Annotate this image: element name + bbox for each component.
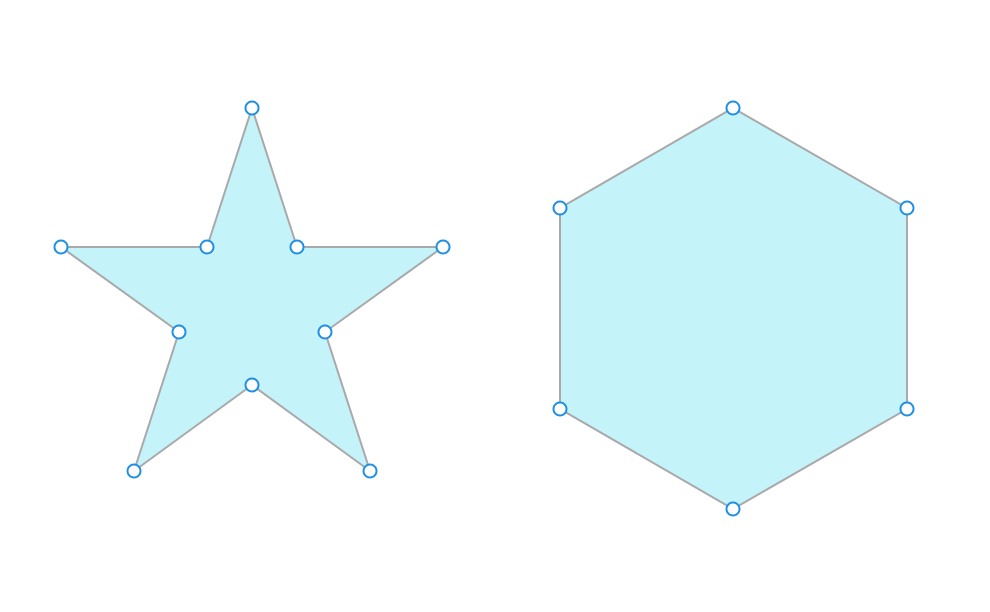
hexagon-shape[interactable] — [559, 107, 908, 510]
star-shape[interactable] — [60, 107, 444, 472]
star-vertex-handle-5[interactable] — [362, 463, 378, 479]
star-vertex-handle-4[interactable] — [317, 324, 333, 340]
star-vertex-handle-6[interactable] — [244, 377, 260, 393]
star-vertex-handle-2[interactable] — [289, 239, 305, 255]
hexagon-vertex-handles — [552, 100, 915, 517]
hexagon-vertex-handle-1[interactable] — [725, 100, 741, 116]
hexagon-shape-group[interactable] — [552, 100, 915, 517]
star-vertex-handle-3[interactable] — [435, 239, 451, 255]
star-vertex-handle-8[interactable] — [171, 324, 187, 340]
hexagon-vertex-handle-6[interactable] — [552, 200, 568, 216]
star-vertex-handle-7[interactable] — [126, 463, 142, 479]
star-shape-group[interactable] — [53, 100, 451, 479]
star-vertex-handle-1[interactable] — [244, 100, 260, 116]
star-vertex-handle-10[interactable] — [199, 239, 215, 255]
hexagon-vertex-handle-5[interactable] — [552, 401, 568, 417]
star-vertex-handle-9[interactable] — [53, 239, 69, 255]
star-vertex-handles — [53, 100, 451, 479]
hexagon-vertex-handle-2[interactable] — [899, 200, 915, 216]
hexagon-vertex-handle-3[interactable] — [899, 401, 915, 417]
hexagon-vertex-handle-4[interactable] — [725, 501, 741, 517]
